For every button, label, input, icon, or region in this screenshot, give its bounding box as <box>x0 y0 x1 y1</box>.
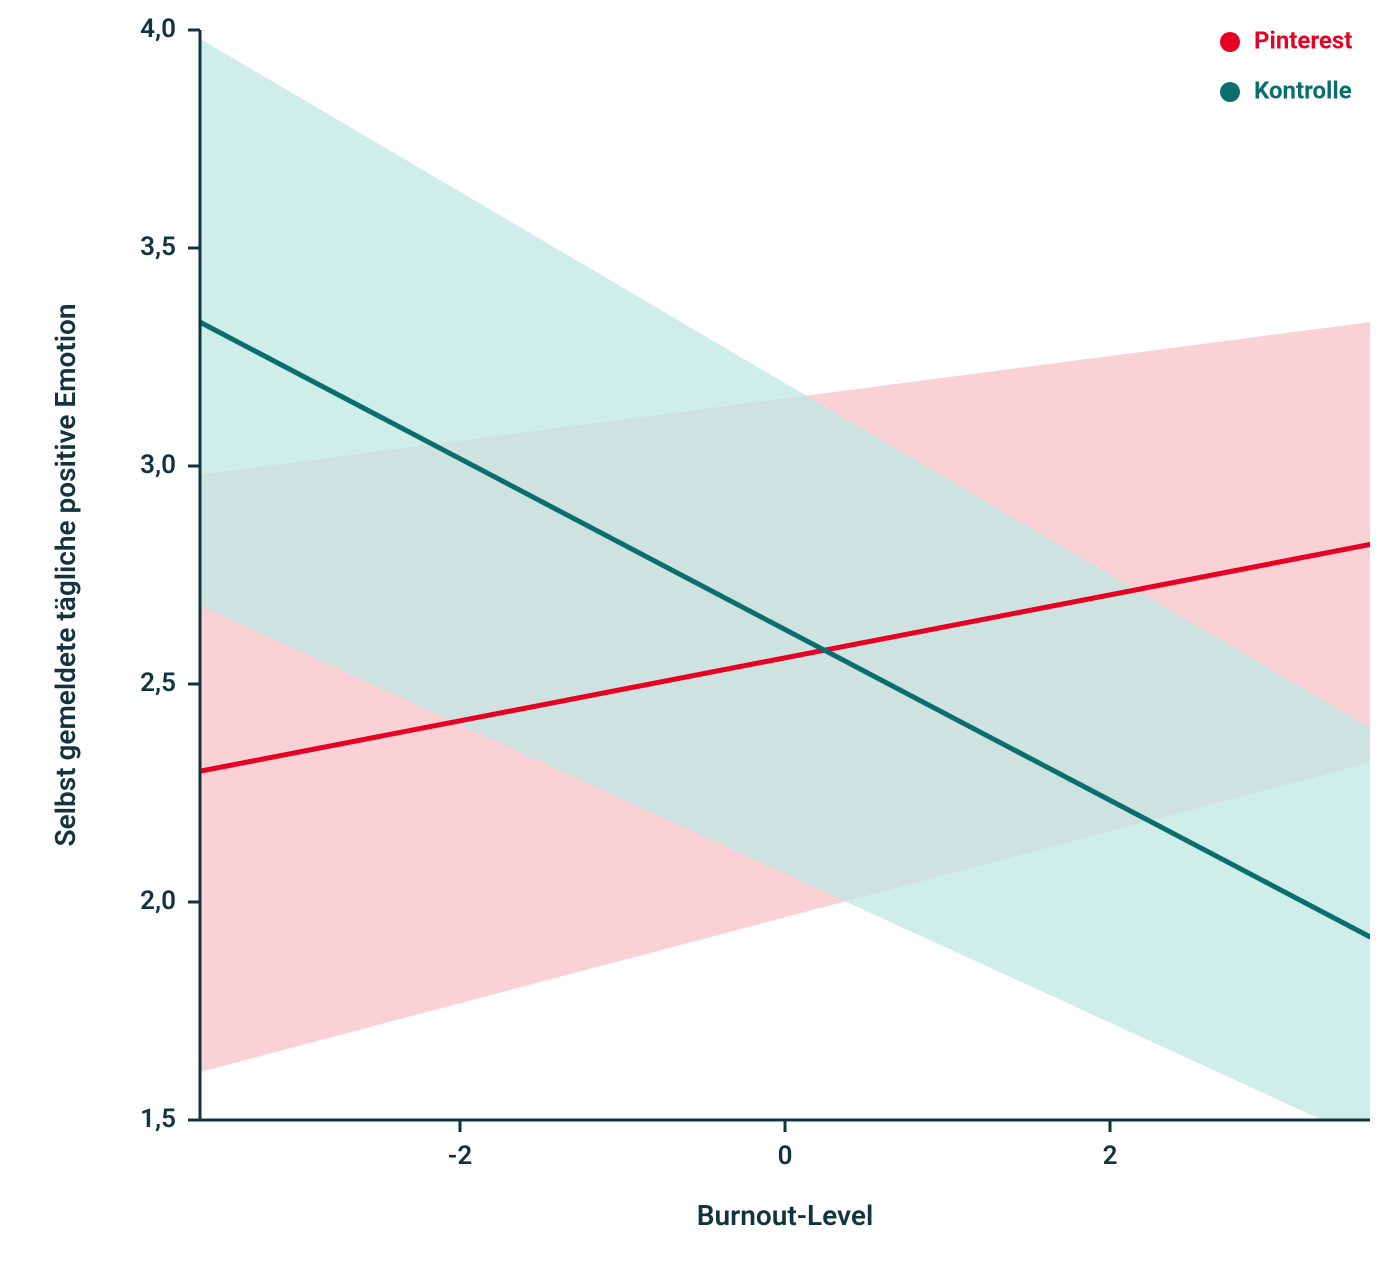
y-tick-label: 3,5 <box>140 232 176 262</box>
chart-container: 1,5 2,0 2,5 3,0 3,5 4,0 -2 0 2 Burnout-Level Selbs… <box>0 0 1400 1272</box>
y-tick-label: 4,0 <box>140 14 176 44</box>
legend-label-kontrolle: Kontrolle <box>1254 76 1352 104</box>
y-tick-label: 3,0 <box>140 450 176 480</box>
x-axis-title: Burnout-Level <box>697 1199 873 1232</box>
x-tick-label: 0 <box>778 1141 793 1171</box>
legend-marker-kontrolle <box>1220 82 1240 102</box>
legend-marker-pinterest <box>1220 32 1240 52</box>
x-tick-label: 2 <box>1103 1141 1118 1171</box>
legend-label-pinterest: Pinterest <box>1254 26 1352 54</box>
y-axis-title: Selbst gemeldete tägliche positive Emoti… <box>49 304 82 847</box>
y-tick-label: 1,5 <box>140 1104 176 1134</box>
x-tick-label: -2 <box>448 1141 472 1171</box>
y-tick-label: 2,0 <box>140 886 176 916</box>
emotion-vs-burnout-chart: 1,5 2,0 2,5 3,0 3,5 4,0 -2 0 2 Burnout-Level Selbs… <box>0 0 1400 1272</box>
y-tick-label: 2,5 <box>140 668 176 698</box>
